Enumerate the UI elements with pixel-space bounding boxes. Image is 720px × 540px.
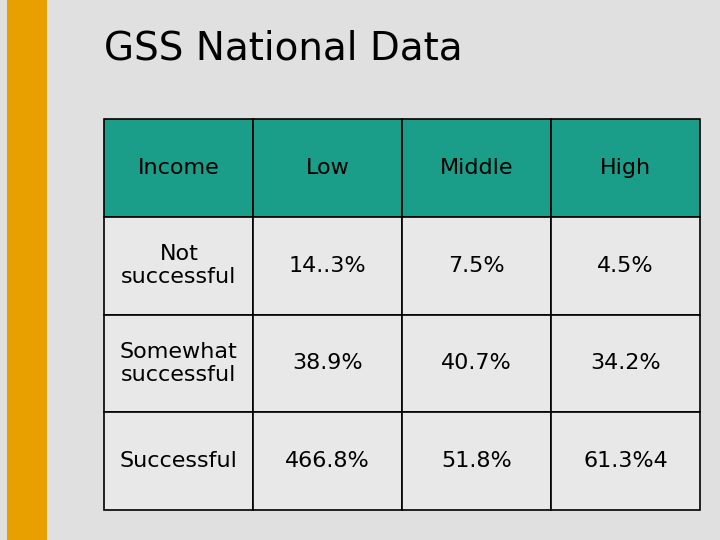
Text: 4.5%: 4.5% (597, 255, 654, 275)
Text: Somewhat
successful: Somewhat successful (120, 342, 238, 385)
Text: Income: Income (138, 158, 220, 178)
Text: 40.7%: 40.7% (441, 354, 512, 374)
Text: 38.9%: 38.9% (292, 354, 363, 374)
Text: Successful: Successful (120, 451, 238, 471)
Text: High: High (600, 158, 651, 178)
Text: 61.3%4: 61.3%4 (583, 451, 667, 471)
Text: 34.2%: 34.2% (590, 354, 661, 374)
Text: 14..3%: 14..3% (289, 255, 366, 275)
Text: 466.8%: 466.8% (285, 451, 370, 471)
Text: 51.8%: 51.8% (441, 451, 512, 471)
Text: GSS National Data: GSS National Data (104, 30, 463, 68)
Text: Not
successful: Not successful (121, 244, 236, 287)
Text: Middle: Middle (440, 158, 513, 178)
Text: 7.5%: 7.5% (449, 255, 505, 275)
Text: Low: Low (306, 158, 350, 178)
